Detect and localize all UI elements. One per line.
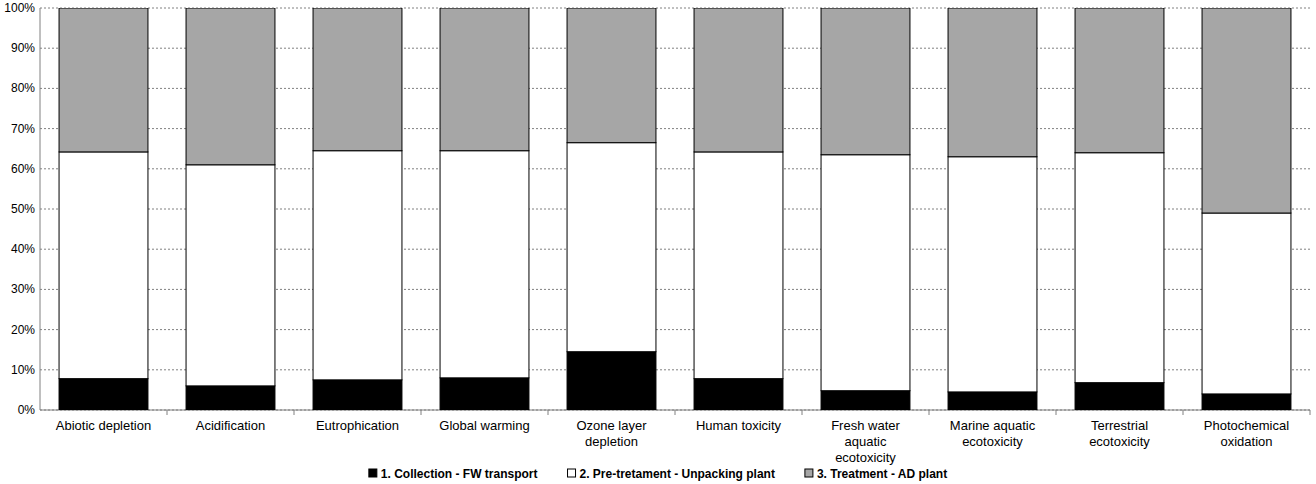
bar-segment [821, 391, 910, 410]
bar-segment [694, 379, 783, 410]
x-tick [1056, 410, 1057, 415]
bar-segment [948, 157, 1037, 392]
y-axis [40, 8, 41, 410]
bar-segment [59, 379, 148, 410]
x-tick [1183, 410, 1184, 415]
x-tick [421, 410, 422, 415]
y-tick-label: 30% [11, 282, 35, 296]
bar-segment [440, 151, 529, 378]
y-tick-label: 0% [18, 403, 36, 417]
x-tick-label: Global warming [439, 418, 529, 433]
x-tick-label-line: Eutrophication [316, 418, 399, 433]
bar-segment [440, 378, 529, 410]
y-tick-label: 20% [11, 323, 35, 337]
x-tick-label-line: Ozone layer [576, 418, 647, 433]
y-tick-label: 80% [11, 81, 35, 95]
chart: 0% 10% 20% 30% 40% 50% 60% 70% 80% 90% 100% Abiotic… [0, 0, 1316, 484]
y-tick-label: 10% [11, 363, 35, 377]
legend-swatch [369, 469, 377, 477]
bar-segment [1075, 153, 1164, 383]
x-tick-label: Ozone layerdepletion [576, 418, 647, 449]
bar-segment [59, 152, 148, 379]
y-tick-label: 90% [11, 41, 35, 55]
legend-swatch [568, 469, 576, 477]
x-tick-label: Fresh wateraquaticecotoxicity [831, 418, 900, 465]
x-tick [929, 410, 930, 415]
x-tick-label: Human toxicity [696, 418, 782, 433]
y-tick-label: 40% [11, 242, 35, 256]
bar-segment [313, 151, 402, 380]
x-tick-label-line: ecotoxicity [835, 450, 896, 465]
bar-segment [1202, 8, 1291, 213]
x-tick-label-line: depletion [585, 434, 638, 449]
legend-label: 3. Treatment - AD plant [817, 467, 947, 481]
bar-segment [440, 8, 529, 151]
x-tick-label: Photochemicaloxidation [1204, 418, 1289, 449]
x-tick-label: Marine aquaticecotoxicity [950, 418, 1036, 449]
y-tick-label: 50% [11, 202, 35, 216]
x-tick-label: Eutrophication [316, 418, 399, 433]
y-tick-label: 100% [4, 1, 35, 15]
bar-segment [948, 8, 1037, 157]
x-tick-label-line: Photochemical [1204, 418, 1289, 433]
bar-segment [1202, 394, 1291, 410]
x-tick [675, 410, 676, 415]
bar-segment [821, 8, 910, 155]
bar-segment [186, 165, 275, 386]
x-tick-label-line: oxidation [1220, 434, 1272, 449]
bar-segment [59, 8, 148, 152]
bar-segment [1202, 213, 1291, 394]
legend: 1. Collection - FW transport 2. Pre-treta… [369, 467, 947, 481]
x-tick-label-line: aquatic [845, 434, 887, 449]
bar-segment [694, 152, 783, 379]
x-tick-label-line: Fresh water [831, 418, 900, 433]
y-tick-label: 60% [11, 162, 35, 176]
bar-segment [186, 386, 275, 410]
x-tick-label: Terrestrialecotoxicity [1089, 418, 1150, 449]
bar-segment [313, 380, 402, 410]
y-tick-label: 70% [11, 122, 35, 136]
bar-segment [186, 8, 275, 165]
x-tick [548, 410, 549, 415]
x-tick-label-line: Acidification [196, 418, 265, 433]
x-tick-label-line: Global warming [439, 418, 529, 433]
bar-segment [1075, 8, 1164, 153]
x-tick-label-line: Human toxicity [696, 418, 782, 433]
bar-segment [694, 8, 783, 152]
x-tick-label: Acidification [196, 418, 265, 433]
legend-label: 2. Pre-tretament - Unpacking plant [580, 467, 775, 481]
bar-segment [1075, 383, 1164, 410]
bar-segment [313, 8, 402, 151]
legend-swatch [805, 469, 813, 477]
bar-segment [948, 392, 1037, 410]
x-tick-label-line: ecotoxicity [1089, 434, 1150, 449]
bar-segment [567, 143, 656, 352]
x-tick [294, 410, 295, 415]
bar-segment [567, 352, 656, 410]
x-tick [167, 410, 168, 415]
bar-segment [821, 155, 910, 391]
x-tick-label-line: Marine aquatic [950, 418, 1036, 433]
x-tick [1310, 410, 1311, 415]
x-tick-label-line: ecotoxicity [962, 434, 1023, 449]
x-tick-label-line: Abiotic depletion [56, 418, 151, 433]
x-tick [802, 410, 803, 415]
legend-label: 1. Collection - FW transport [381, 467, 538, 481]
x-tick-label-line: Terrestrial [1091, 418, 1148, 433]
bar-segment [567, 8, 656, 143]
bars [59, 8, 1291, 410]
x-tick-label: Abiotic depletion [56, 418, 151, 433]
